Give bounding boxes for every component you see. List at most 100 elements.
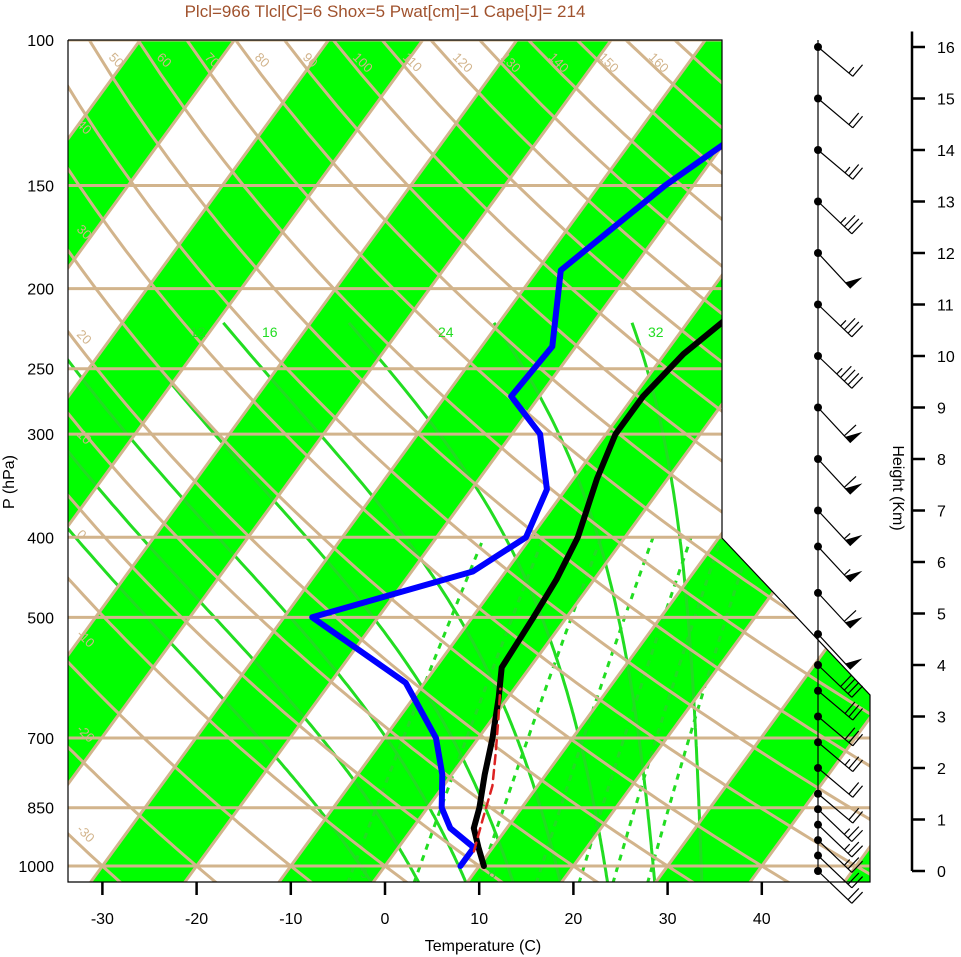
wind-barb-half-feather bbox=[843, 843, 851, 851]
isobar-lines bbox=[68, 40, 870, 868]
wind-barb-half-feather bbox=[848, 66, 855, 74]
dry-adiabat-line bbox=[283, 40, 870, 882]
wind-barb-staff bbox=[817, 46, 854, 77]
pressure-tick-label: 100 bbox=[27, 33, 54, 50]
dry-adiabat-line bbox=[332, 40, 870, 882]
wind-barb-feather bbox=[851, 876, 864, 889]
isotherm-label: -30 bbox=[730, 118, 754, 142]
wind-barb-pennant bbox=[845, 483, 863, 495]
wind-barb-half-feather bbox=[843, 828, 851, 835]
wind-barb-feather bbox=[848, 756, 860, 769]
dry-adiabat-line bbox=[234, 40, 870, 882]
wind-barb-pennant bbox=[845, 534, 863, 546]
wind-barb-feather bbox=[847, 218, 860, 231]
temperature-line bbox=[470, 40, 870, 869]
wind-barb-staff bbox=[817, 808, 853, 842]
wind-barb-staff bbox=[817, 824, 853, 858]
wind-barb-feather bbox=[843, 609, 857, 622]
wind-barb-staff bbox=[817, 546, 852, 583]
height-tick-label: 14 bbox=[937, 143, 955, 160]
wind-barb-pennant bbox=[845, 658, 863, 670]
wind-barb-pennant bbox=[845, 277, 863, 289]
wind-barb-staff bbox=[817, 355, 853, 389]
dry-adiabat-line bbox=[68, 40, 314, 882]
chart-title: Plcl=966 Tlcl[C]=6 Shox=5 Pwat[cm]=1 Cap… bbox=[185, 2, 586, 21]
wind-barb-pennant bbox=[845, 570, 863, 582]
x-axis-label: Temperature (C) bbox=[425, 938, 541, 955]
wind-barb-feather bbox=[848, 164, 860, 177]
mixing-ratio-line bbox=[645, 536, 754, 882]
isotherm-label: 10 bbox=[747, 539, 768, 560]
dry-adiabat-line bbox=[68, 40, 601, 882]
wind-barb-staff bbox=[817, 767, 854, 798]
isotherm-line bbox=[747, 40, 870, 882]
wind-barb-feather bbox=[844, 727, 856, 740]
x-tick-label: 20 bbox=[565, 911, 583, 928]
dry-adiabat-line bbox=[68, 40, 870, 882]
height-tick-label: 3 bbox=[937, 710, 946, 727]
wind-barb-feather bbox=[851, 685, 864, 698]
wind-barb-feather bbox=[852, 733, 864, 747]
wind-barb-feather bbox=[843, 317, 856, 331]
height-tick-label: 16 bbox=[937, 40, 955, 57]
wind-barb-feather bbox=[851, 325, 864, 338]
mixing-ratio-label: 3 bbox=[360, 865, 368, 881]
mixing-ratio-line bbox=[476, 536, 603, 882]
wind-barb-feather bbox=[851, 860, 864, 873]
moist-adiabat-line bbox=[121, 321, 515, 882]
wind-barb-feather bbox=[852, 759, 864, 772]
wind-barb-feather bbox=[851, 376, 864, 389]
wind-barb-staff bbox=[817, 664, 853, 698]
pressure-tick-label: 500 bbox=[27, 610, 54, 627]
wind-barb-half-feather bbox=[840, 216, 847, 224]
wind-barb-half-feather bbox=[843, 569, 851, 576]
x-tick-label: -20 bbox=[185, 911, 208, 928]
wind-barb-feather bbox=[848, 730, 860, 743]
wind-barb-staff bbox=[817, 304, 853, 338]
wind-barb-feather bbox=[843, 678, 856, 691]
isotherm-line bbox=[68, 40, 424, 882]
moist-adiabat-label: 16 bbox=[262, 324, 278, 340]
mixing-ratio-line bbox=[534, 536, 655, 882]
wind-barb-feather bbox=[852, 167, 864, 180]
wind-barb-staff bbox=[817, 839, 853, 873]
wind-barb-feather bbox=[852, 785, 864, 798]
dry-adiabat-line bbox=[68, 40, 505, 882]
wind-barb-feather bbox=[848, 112, 860, 125]
isotherm-line bbox=[653, 40, 870, 882]
wind-barb-half-feather bbox=[843, 532, 851, 540]
dry-adiabat-line bbox=[68, 40, 219, 882]
x-tick-label: 40 bbox=[753, 911, 771, 928]
wind-barb-feather bbox=[840, 365, 852, 378]
x-tick-label: 10 bbox=[470, 911, 488, 928]
wind-barb-pennant bbox=[845, 431, 863, 443]
moist-adiabat-label: 12 bbox=[190, 324, 206, 340]
dry-adiabat-line bbox=[185, 40, 870, 882]
isotherm-label: 20 bbox=[792, 593, 813, 614]
pressure-tick-label: 150 bbox=[27, 178, 54, 195]
wind-barb-feather bbox=[851, 222, 864, 235]
wind-barb-feather bbox=[848, 807, 860, 821]
wind-barb-feather bbox=[847, 826, 860, 839]
dry-adiabat-line bbox=[68, 40, 696, 882]
wind-barb-feather bbox=[840, 674, 852, 687]
dry-adiabat-line bbox=[68, 40, 870, 882]
wind-barb-feather bbox=[843, 214, 856, 228]
mixing-ratio-label: 8 bbox=[488, 865, 496, 881]
x-tick-label: -10 bbox=[279, 911, 302, 928]
isotherm-label: -10 bbox=[730, 340, 754, 364]
pressure-tick-label: 250 bbox=[27, 362, 54, 379]
pressure-tick-label: 400 bbox=[27, 530, 54, 547]
wind-barb-staff bbox=[817, 793, 854, 824]
height-tick-label: 1 bbox=[937, 813, 946, 830]
wind-barb-half-feather bbox=[843, 859, 851, 866]
height-tick-label: 5 bbox=[937, 607, 946, 624]
wind-barb-feather bbox=[851, 845, 864, 858]
isotherm-line bbox=[68, 40, 330, 882]
x-axis: -30 -20 -10 0 10 20 30 40 bbox=[91, 882, 771, 928]
profile-lines bbox=[309, 40, 870, 869]
height-tick-label: 0 bbox=[937, 864, 946, 881]
dry-adiabat-line bbox=[87, 40, 870, 882]
wind-barb-feather bbox=[848, 782, 860, 795]
